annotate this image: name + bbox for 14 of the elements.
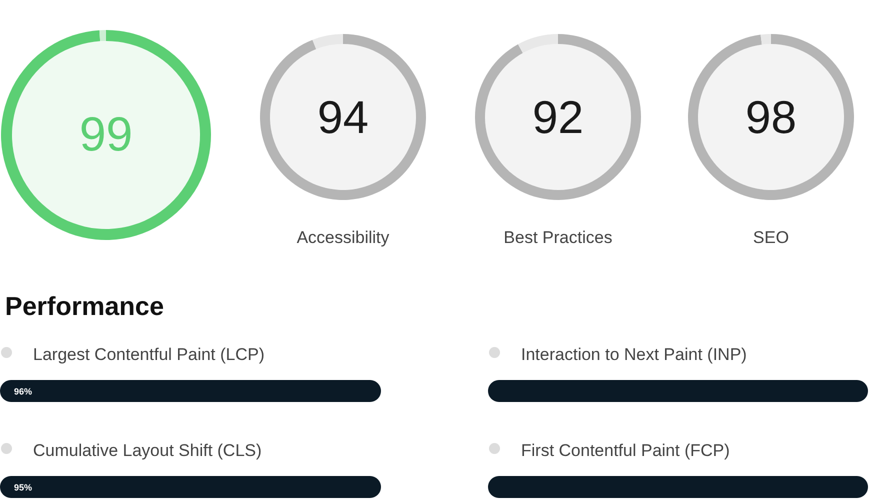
y-tick-label: Interaction to Next Paint (INP) <box>521 345 747 364</box>
y-tick-label: Largest Contentful Paint (LCP) <box>33 345 265 364</box>
text: Performance <box>5 291 164 321</box>
text: SEO <box>753 228 789 247</box>
data-label: 98 <box>745 91 797 143</box>
annotation: 96% <box>14 386 32 396</box>
y-tick-label: Cumulative Layout Shift (CLS) <box>33 441 262 460</box>
data-label: 92 <box>532 91 584 143</box>
y-tick-label: First Contentful Paint (FCP) <box>521 441 730 460</box>
text: Best Practices <box>504 228 612 247</box>
text: Accessibility <box>296 228 390 247</box>
annotation: 95% <box>14 482 32 492</box>
data-label: 99 <box>79 108 133 162</box>
data-label: 94 <box>317 91 369 143</box>
